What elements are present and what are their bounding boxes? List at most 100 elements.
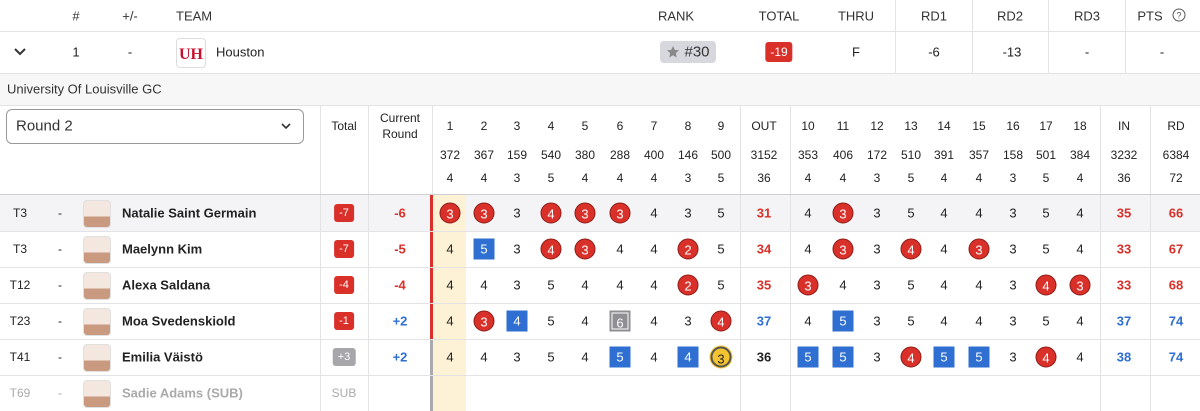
column-header: THRU: [837, 8, 875, 24]
hole-score: 4: [1076, 205, 1084, 221]
hole-score: 5: [547, 277, 555, 293]
par: 3: [1009, 171, 1017, 185]
hole-score: 5: [547, 349, 555, 365]
hole-score: 4: [540, 202, 562, 224]
hole-score: 5: [832, 346, 854, 368]
header-bar: [0, 0, 1200, 32]
hole-score: 3: [513, 277, 521, 293]
hole-score: 4: [804, 205, 812, 221]
summary-score: 66: [1168, 205, 1184, 221]
yardage: 510: [900, 148, 922, 162]
hole-score: 6: [609, 310, 631, 332]
avatar: [83, 200, 111, 228]
hole-score: 4: [446, 313, 454, 329]
summary-score: 33: [1116, 277, 1132, 293]
hole-score: 4: [900, 346, 922, 368]
h-rule: [0, 375, 1200, 376]
hole-score: 5: [907, 277, 915, 293]
hole-score: 3: [574, 238, 596, 260]
hole-score: 3: [513, 349, 521, 365]
hole-score: 4: [650, 205, 658, 221]
par: 5: [547, 171, 555, 185]
par: 4: [839, 171, 847, 185]
player-total: +3: [332, 348, 356, 366]
par: 4: [804, 171, 812, 185]
yardage: 353: [797, 148, 819, 162]
team-thru: F: [852, 44, 860, 60]
player-position: T69: [9, 386, 31, 400]
par: 5: [1042, 171, 1050, 185]
hole-score: 4: [940, 277, 948, 293]
v-rule: [320, 105, 321, 411]
course-bar: [0, 74, 1200, 106]
hole-score: 5: [547, 313, 555, 329]
v-rule: [432, 105, 433, 195]
round-select: Round 2: [16, 117, 73, 135]
yardage: 146: [677, 148, 699, 162]
player-change: -: [58, 314, 62, 328]
hole-score: 4: [540, 238, 562, 260]
player-total: -4: [334, 276, 354, 294]
player-change: -: [58, 242, 62, 256]
par: 4: [650, 171, 658, 185]
hole-score: 3: [873, 205, 881, 221]
yardage: 357: [968, 148, 990, 162]
yardage: 288: [609, 148, 631, 162]
summary-score: 37: [1116, 313, 1132, 329]
par: 5: [717, 171, 725, 185]
player-name: Natalie Saint Germain: [122, 205, 257, 221]
player-name: Alexa Saldana: [122, 277, 211, 293]
hole-score: 5: [717, 205, 725, 221]
avatar: [83, 380, 111, 408]
summary-score: 67: [1168, 241, 1184, 257]
expand-chevron[interactable]: [12, 44, 28, 60]
hole-score: 3: [1069, 274, 1091, 296]
h-rule: [0, 105, 1200, 106]
hole-number: 4: [547, 119, 555, 133]
hole-score: 4: [677, 346, 699, 368]
hole-score: 4: [940, 241, 948, 257]
hole-score: 3: [473, 310, 495, 332]
hole-number: 9: [717, 119, 725, 133]
star-icon: [667, 46, 679, 58]
hole-number: 16: [1006, 119, 1020, 133]
current-header: Current Round: [379, 111, 420, 141]
hole-score: 3: [873, 277, 881, 293]
par: 3: [513, 171, 521, 185]
svg-text:?: ?: [1176, 11, 1181, 21]
par: 4: [616, 171, 624, 185]
team-total: -19: [765, 42, 793, 62]
player-change: -: [58, 206, 62, 220]
hole-score: 3: [439, 202, 461, 224]
hole-score: 4: [804, 313, 812, 329]
hole-number: 15: [972, 119, 986, 133]
hole-score: 4: [1076, 241, 1084, 257]
player-current: +2: [392, 313, 408, 329]
team-change: -: [127, 44, 133, 60]
yardage: 501: [1035, 148, 1057, 162]
hole-score: 4: [650, 349, 658, 365]
hole-score: 4: [581, 277, 589, 293]
hole-score: 5: [968, 346, 990, 368]
hole-score: 4: [804, 241, 812, 257]
help-icon[interactable]: ?: [1172, 8, 1186, 22]
dropdown-chevron[interactable]: [279, 119, 293, 133]
v-rule: [790, 105, 791, 411]
yardage: 372: [439, 148, 461, 162]
player-change: -: [58, 278, 62, 292]
hole-score: 4: [650, 241, 658, 257]
hole-score: 3: [1009, 205, 1017, 221]
par: 5: [907, 171, 915, 185]
hole-score: 3: [873, 241, 881, 257]
hole-number: IN: [1118, 119, 1130, 133]
team-pts: -: [1159, 44, 1165, 60]
column-header: RD2: [996, 8, 1024, 24]
hole-score: 4: [975, 313, 983, 329]
course-name: University Of Louisville GC: [7, 81, 162, 97]
hole-score: 4: [1076, 313, 1084, 329]
hole-score: 4: [839, 277, 847, 293]
hole-score: 3: [832, 238, 854, 260]
round-dropdown[interactable]: [6, 109, 304, 144]
column-header: +/-: [122, 8, 138, 24]
yardage: 3152: [750, 148, 778, 162]
